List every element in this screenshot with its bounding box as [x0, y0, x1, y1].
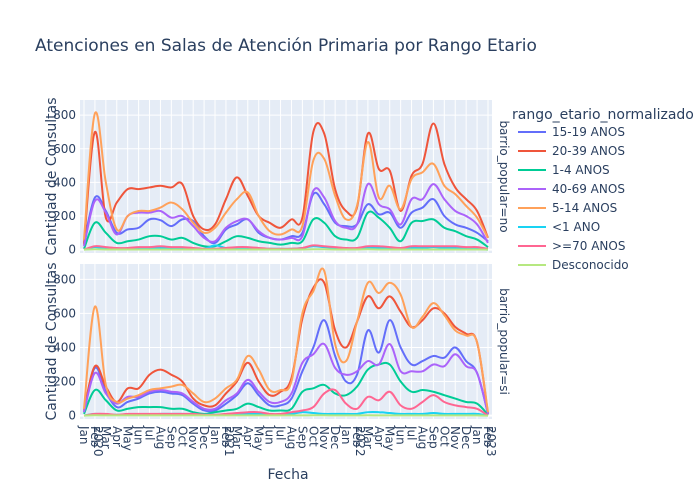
legend-label: Desconocido — [552, 258, 629, 272]
y-tick-label: 0 — [68, 243, 76, 257]
x-tick-label: Oct — [437, 426, 451, 447]
series-line-1-4 ANOS — [83, 361, 489, 416]
series-line-1-4 ANOS — [83, 210, 489, 250]
x-tick-label: Oct — [175, 426, 189, 447]
series-line-40-69 ANOS — [83, 182, 489, 247]
series-line-40-69 ANOS — [83, 342, 489, 415]
x-tick-label: Oct — [306, 426, 320, 447]
y-axis-title: Cantidad de Consultas — [44, 263, 60, 421]
series-line-5-14 ANOS — [83, 111, 489, 240]
x-tick-label: Apr — [110, 426, 124, 447]
chart-title: Atenciones en Salas de Atención Primaria… — [35, 36, 537, 56]
legend-label: 1-4 ANOS — [552, 163, 610, 177]
plot-background — [80, 100, 492, 253]
panel-1: 0 200 400 600 800 barrio_popular=no Cantidad d… — [44, 98, 511, 257]
x-tick-label: Nov — [317, 426, 331, 449]
x-tick-label: Apr — [241, 426, 255, 447]
x-tick-label: Feb — [481, 426, 495, 447]
series-line-20-39 ANOS — [83, 122, 489, 245]
x-tick-label: Jan2022 — [339, 425, 367, 457]
x-tick-label: Sep — [295, 426, 309, 449]
y-tick-label: 400 — [53, 175, 76, 189]
y-axis-title: Cantidad de Consultas — [44, 98, 60, 256]
x-tick-label: Jun — [132, 425, 146, 445]
x-tick-label: Jun — [394, 425, 408, 445]
y-tick-label: 800 — [53, 272, 76, 286]
x-tick-labels: Jan2020FebMarAprMayJunJulAugSepOctNovDec… — [77, 425, 498, 457]
legend-label: <1 ANO — [552, 220, 600, 234]
legend-label: 40-69 ANOS — [552, 182, 625, 196]
y-tick-label: 600 — [53, 306, 76, 320]
x-tick-label: Dec — [459, 426, 473, 449]
x-tick-label: Sep — [164, 426, 178, 449]
x-tick-label: May — [252, 426, 266, 451]
legend-label: >=70 ANOS — [552, 239, 625, 253]
legend-item[interactable]: 1-4 ANOS — [518, 163, 610, 177]
x-tick-label: Nov — [186, 426, 200, 449]
legend-title: rango_etario_normalizado — [512, 107, 694, 123]
legend-item[interactable]: <1 ANO — [518, 220, 600, 234]
x-tick-label: Mar — [99, 426, 113, 449]
legend-label: 15-19 ANOS — [552, 125, 625, 139]
x-tick-label: Dec — [197, 426, 211, 449]
x-tick-label: Feb — [88, 426, 102, 447]
x-tick-label: Jul — [405, 425, 419, 440]
x-tick-label: May — [121, 426, 135, 451]
x-tick-label: Jun — [263, 425, 277, 445]
series-line-15-19 ANOS — [83, 319, 489, 415]
y-tick-label: 600 — [53, 142, 76, 156]
legend-item[interactable]: Desconocido — [518, 258, 629, 272]
legend-item[interactable]: 15-19 ANOS — [518, 125, 625, 139]
x-tick-label: Aug — [153, 426, 167, 449]
x-tick-label: Mar — [361, 426, 375, 449]
x-tick-label: Mar — [230, 426, 244, 449]
legend-label: 5-14 ANOS — [552, 201, 617, 215]
legend-item[interactable]: 40-69 ANOS — [518, 182, 625, 196]
legend-item[interactable]: 20-39 ANOS — [518, 144, 625, 158]
x-tick-label: Sep — [426, 426, 440, 449]
x-tick-label: Feb — [219, 426, 233, 447]
x-tick-label: Nov — [448, 426, 462, 449]
x-tick-label: Aug — [415, 426, 429, 449]
x-tick-label: Jan2023 — [470, 425, 498, 457]
legend-item[interactable]: >=70 ANOS — [518, 239, 625, 253]
series-line-5-14 ANOS — [83, 267, 489, 413]
y-tick-label: 200 — [53, 375, 76, 389]
panels-layer: 0 200 400 600 800 barrio_popular=no Cantidad d… — [44, 98, 511, 423]
series-line->=70 ANOS — [83, 388, 489, 417]
x-tick-label: Apr — [372, 426, 386, 447]
y-tick-label: 400 — [53, 340, 76, 354]
x-tick-label: Dec — [328, 426, 342, 449]
x-tick-label: Jan2020 — [77, 425, 105, 457]
x-tick-label: Aug — [284, 426, 298, 449]
y-tick-label: 0 — [68, 409, 76, 423]
facet-label: barrio_popular=si — [497, 288, 511, 395]
legend: rango_etario_normalizado 15-19 ANOS 20-39… — [512, 107, 694, 272]
x-tick-label: Jan2021 — [208, 425, 236, 457]
legend-label: 20-39 ANOS — [552, 144, 625, 158]
x-axis-title: Fecha — [267, 467, 308, 483]
y-tick-label: 200 — [53, 209, 76, 223]
x-tick-label: May — [383, 426, 397, 451]
y-tick-label: 800 — [53, 108, 76, 122]
x-tick-label: Feb — [350, 426, 364, 447]
x-tick-label: Jul — [143, 425, 157, 440]
legend-item[interactable]: 5-14 ANOS — [518, 201, 617, 215]
facet-label: barrio_popular=no — [497, 120, 511, 232]
x-tick-label: Jul — [274, 425, 288, 440]
series-line-20-39 ANOS — [83, 278, 489, 415]
panel-2: 0 200 400 600 800 barrio_popular=si Cantidad d… — [44, 263, 511, 423]
